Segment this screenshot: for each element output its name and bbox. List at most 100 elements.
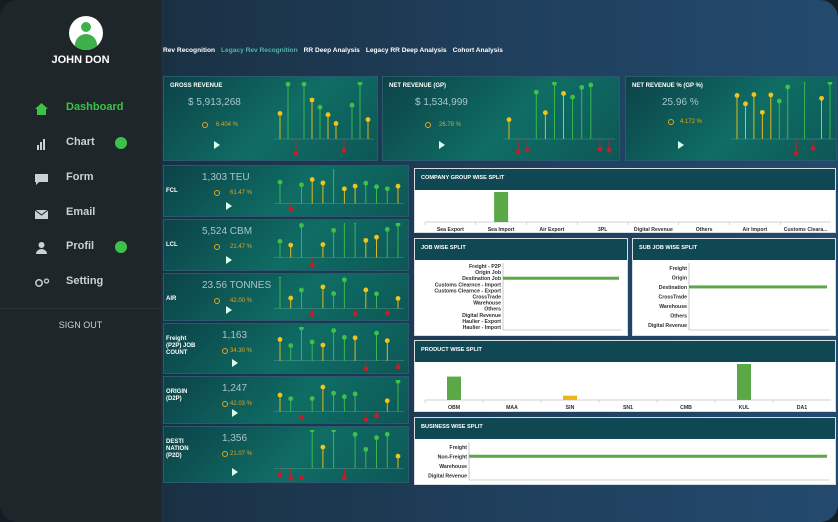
card-value: $ 5,913,268 <box>188 97 241 108</box>
sparkline-point <box>341 335 347 340</box>
card-label: AIR <box>166 296 177 302</box>
sparkline-point <box>751 92 757 97</box>
gross-revenue-card: GROSS REVENUE $ 5,913,268 6.404 % <box>163 76 378 161</box>
panel-title: PRODUCT WISE SPLIT <box>415 341 835 362</box>
tick-label: Others <box>484 307 501 313</box>
sign-out-button[interactable]: SIGN OUT <box>58 320 103 330</box>
tick-label: Customs Clearnce - Import <box>435 282 502 288</box>
tick-label: Destination Job <box>462 276 501 282</box>
sparkline-point <box>299 327 304 331</box>
side-kpi-card: ORIGIN (D2P) 1,247 42.03 % <box>163 376 409 424</box>
tick-label: Warehouse <box>473 301 501 307</box>
tick-label: MAA <box>506 405 518 411</box>
play-icon[interactable] <box>232 359 238 367</box>
card-percent: 4.172 % <box>680 119 703 125</box>
sparkline-point <box>827 82 833 86</box>
play-icon[interactable] <box>439 141 445 149</box>
sparkline-point <box>320 242 326 247</box>
sparkline-point <box>819 95 824 101</box>
sparkline-point <box>331 328 337 333</box>
sparkline-point <box>320 384 326 390</box>
sparkline-point <box>341 186 347 192</box>
card-percent: 6.404 % <box>216 122 239 128</box>
card-value: 1,303 TEU <box>202 172 250 183</box>
sidebar-item-profil[interactable]: Profil <box>0 234 161 260</box>
bar <box>503 276 619 280</box>
sparkline-point <box>352 335 358 341</box>
sparkline-point <box>395 364 401 370</box>
sparkline-point <box>288 475 294 481</box>
sparkline-point <box>374 413 379 419</box>
sparkline-point <box>299 223 304 228</box>
notification-dot <box>115 137 127 149</box>
sidebar-item-form[interactable]: Form <box>0 165 161 191</box>
percent-icon <box>214 190 220 196</box>
card-label: FCL <box>166 188 178 194</box>
percent-icon <box>214 244 220 250</box>
sparkline-point <box>743 101 748 107</box>
settings-icon <box>35 276 50 288</box>
business-split-panel: BUSINESS WISE SPLIT Freight Non-Freight Wa… <box>414 417 836 485</box>
sparkline-point <box>395 296 401 301</box>
tick-label: Haulier - Export <box>462 319 501 325</box>
card-value: 1,163 <box>222 330 248 341</box>
play-icon[interactable] <box>226 306 232 314</box>
percent-icon <box>222 348 228 354</box>
play-icon[interactable] <box>226 202 232 210</box>
card-value: 1,247 <box>222 383 248 394</box>
product-split-chart: OBM MAA SIN SN1 CMB KUL DA1 <box>424 364 831 411</box>
sparkline-point <box>384 338 390 344</box>
play-icon[interactable] <box>678 141 684 149</box>
sidebar-item-email[interactable]: Email <box>0 200 161 226</box>
lollipop-sparkline <box>274 169 404 212</box>
sparkline-point <box>278 277 282 278</box>
product-split-panel: PRODUCT WISE SPLIT OBM MAA SIN SN1 CMB KUL DA1 <box>414 340 836 412</box>
tick-label: DA1 <box>797 405 807 411</box>
tab-legacy-rr-deep-analysis[interactable]: Legacy RR Deep Analysis <box>365 47 447 54</box>
sparkline-point <box>277 238 283 244</box>
card-percent: 61.47 % <box>230 190 253 196</box>
tab-rev-recognition[interactable]: Rev Recognition <box>163 47 216 54</box>
percent-icon <box>425 122 431 128</box>
tab-cohort-analysis[interactable]: Cohort Analysis <box>452 47 503 54</box>
sparkline-point <box>341 148 347 153</box>
sparkline-point <box>810 145 816 151</box>
lollipop-sparkline <box>274 430 404 481</box>
business-split-chart: Freight Non-Freight Warehouse Digital Reven… <box>428 442 829 481</box>
sparkline-point <box>768 92 774 98</box>
percent-icon <box>222 451 228 457</box>
play-icon[interactable] <box>232 468 238 476</box>
sidebar-item-setting[interactable]: Setting <box>0 269 161 295</box>
sidebar-item-chart[interactable]: Chart <box>0 130 161 156</box>
sparkline-point <box>331 430 337 433</box>
sidebar-divider <box>0 308 161 309</box>
sparkline-point <box>309 339 315 345</box>
sparkline-point <box>309 312 315 317</box>
sub-job-split-panel: SUB JOB WISE SPLIT Freight Origin Destinat… <box>632 238 836 336</box>
sparkline-point <box>552 82 557 86</box>
tick-label: SIN <box>566 405 575 411</box>
bar <box>447 376 461 400</box>
sparkline-point <box>309 396 315 401</box>
play-icon[interactable] <box>226 256 232 264</box>
sparkline-point <box>785 84 791 90</box>
sparkline-point <box>759 109 765 115</box>
tab-legacy-rev-recognition[interactable]: Legacy Rev Recognition <box>221 47 298 54</box>
sparkline-point <box>597 146 603 152</box>
home-icon <box>35 102 48 115</box>
avatar <box>69 16 103 50</box>
tick-label: Customs Clearnce - Export <box>434 288 501 294</box>
tick-label: SN1 <box>623 405 633 411</box>
play-icon[interactable] <box>214 141 220 149</box>
lollipop-sparkline <box>274 327 404 372</box>
sparkline-point <box>317 104 323 110</box>
sparkline-point <box>288 206 294 212</box>
tab-rr-deep-analysis[interactable]: RR Deep Analysis <box>303 47 360 54</box>
sparkline-point <box>395 223 401 227</box>
play-icon[interactable] <box>232 409 238 417</box>
tick-label: Warehouse <box>659 304 687 310</box>
sparkline-point <box>293 151 299 156</box>
sparkline-point <box>363 446 369 452</box>
sidebar-item-dashboard[interactable]: Dashboard <box>0 95 161 121</box>
